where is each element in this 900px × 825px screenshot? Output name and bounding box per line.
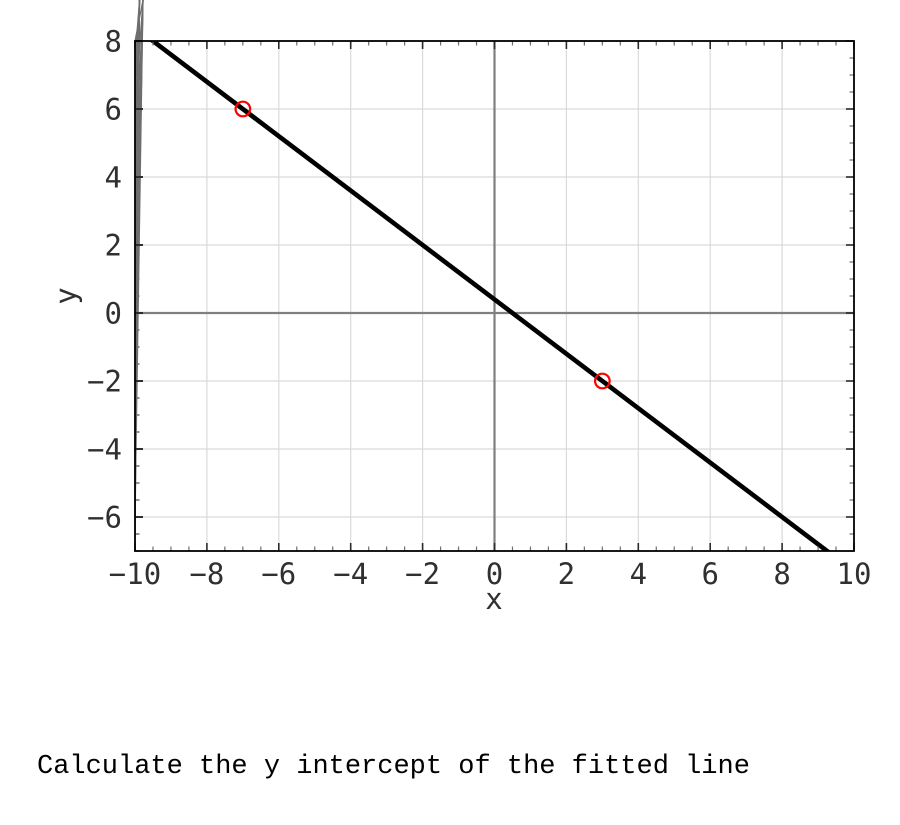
fitted-line	[149, 41, 831, 551]
x-tick-label: 10	[837, 557, 872, 591]
x-tick-label: −6	[261, 557, 296, 591]
x-tick-label: −10	[109, 557, 161, 591]
chart: −10 −8 −6 −4 −2 0 2 4 6 8 10 −6 −4 −2 0 2 4 6 8 x y	[49, 0, 871, 616]
y-tick-label: 8	[105, 25, 122, 59]
x-tick-label: −2	[405, 557, 440, 591]
y-axis-label: y	[49, 287, 83, 304]
axes-spines	[134, 40, 855, 552]
minor-tick	[134, 0, 144, 178]
minor-tick	[134, 0, 144, 42]
x-tick-label: 6	[701, 557, 718, 591]
x-tick-label: −8	[189, 557, 224, 591]
y-tick-label: 0	[105, 297, 122, 331]
zero-axes	[135, 41, 854, 551]
minor-tick	[134, 0, 144, 110]
data-point-marker	[234, 100, 252, 118]
y-tick-label: −2	[87, 365, 122, 399]
y-tick-label: 2	[105, 229, 122, 263]
marker-layer	[234, 100, 611, 390]
y-tick-label: −6	[87, 501, 122, 535]
data-point-marker	[593, 372, 611, 390]
x-axis-label: x	[485, 582, 502, 616]
data-layer	[149, 41, 831, 551]
y-tick-label: −4	[87, 433, 122, 467]
x-tick-label: −4	[333, 557, 368, 591]
tick-labels: −10 −8 −6 −4 −2 0 2 4 6 8 10 −6 −4 −2 0 2 4 6 8	[87, 25, 871, 592]
x-tick-label: 4	[630, 557, 647, 591]
y-tick-label: 6	[105, 93, 122, 127]
x-tick-label: 8	[773, 557, 790, 591]
question-text: Calculate the y intercept of the fitted …	[37, 675, 750, 825]
x-tick-label: 2	[558, 557, 575, 591]
question-line-1: Calculate the y intercept of the fitted …	[37, 752, 750, 782]
x-tick-label: 0	[486, 557, 503, 591]
y-tick-label: 4	[105, 161, 122, 195]
